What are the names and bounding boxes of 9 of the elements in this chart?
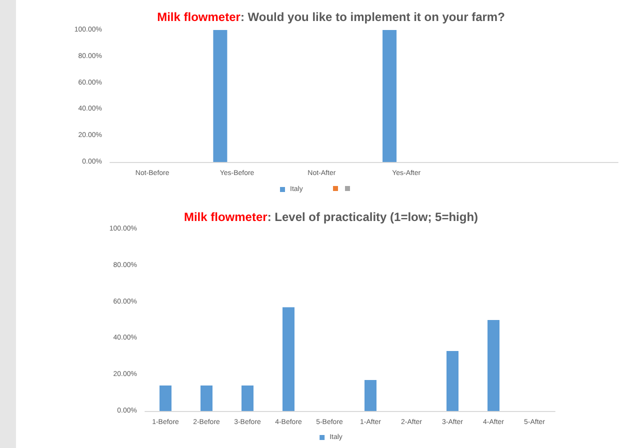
bar — [200, 386, 212, 411]
bar — [488, 320, 500, 411]
chart-title: Milk flowmeter: Would you like to implement it on your farm? — [157, 10, 505, 24]
chart-title: Milk flowmeter: Level of practicality (1=low; 5=high) — [184, 210, 478, 224]
bar — [446, 350, 458, 411]
bar — [242, 386, 254, 411]
bar — [282, 307, 294, 411]
bar — [364, 380, 376, 411]
bar — [160, 386, 172, 411]
